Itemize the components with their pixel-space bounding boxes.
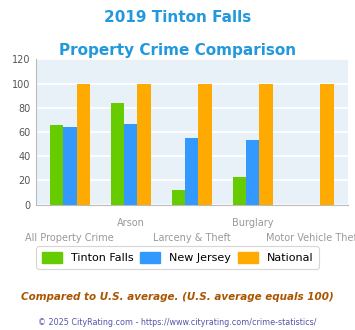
Bar (260, 83, 273, 205)
Text: Property Crime Comparison: Property Crime Comparison (59, 43, 296, 58)
Text: © 2025 CityRating.com - https://www.cityrating.com/crime-statistics/: © 2025 CityRating.com - https://www.city… (38, 318, 317, 327)
Text: All Property Crime: All Property Crime (26, 233, 114, 243)
Text: Burglary: Burglary (232, 218, 273, 228)
Bar (124, 123, 137, 205)
Text: Larceny & Theft: Larceny & Theft (153, 233, 231, 243)
Bar (171, 190, 185, 205)
Bar (233, 177, 246, 205)
Bar (111, 103, 124, 205)
Bar (137, 83, 151, 205)
Text: Motor Vehicle Theft: Motor Vehicle Theft (266, 233, 355, 243)
Bar (63, 127, 77, 205)
Legend: Tinton Falls, New Jersey, National: Tinton Falls, New Jersey, National (36, 247, 319, 269)
Text: Compared to U.S. average. (U.S. average equals 100): Compared to U.S. average. (U.S. average … (21, 292, 334, 302)
Text: Arson: Arson (117, 218, 145, 228)
Bar (77, 83, 90, 205)
Bar (50, 125, 63, 205)
Bar (246, 141, 260, 205)
Bar (320, 83, 334, 205)
Bar (185, 138, 198, 205)
Bar (198, 83, 212, 205)
Text: 2019 Tinton Falls: 2019 Tinton Falls (104, 10, 251, 25)
